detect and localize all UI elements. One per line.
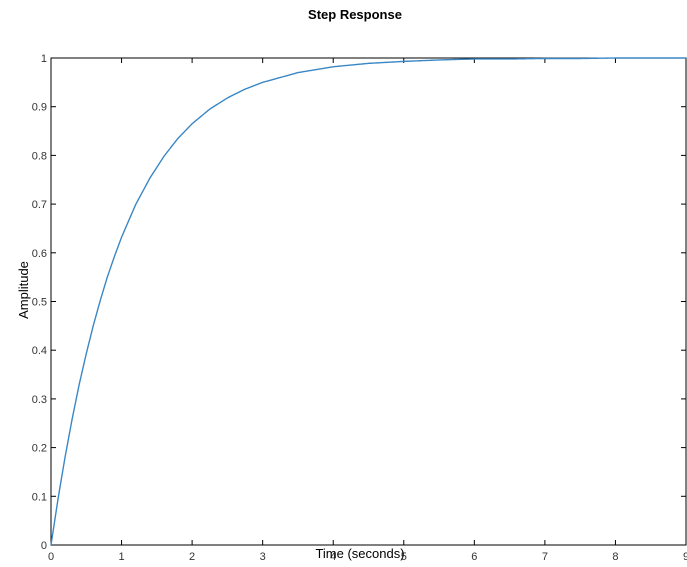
- y-tick-label: 0.3: [32, 394, 47, 406]
- x-tick-label: 3: [260, 551, 266, 563]
- data-point: [262, 82, 263, 83]
- data-point: [474, 58, 475, 59]
- data-point: [114, 256, 115, 257]
- data-point: [685, 57, 686, 58]
- data-point: [544, 58, 545, 59]
- y-tick-label: 0.2: [32, 443, 47, 455]
- x-tick-label: 2: [189, 551, 195, 563]
- data-point: [57, 498, 58, 499]
- response-curve: [50, 57, 686, 546]
- y-axis-label: Amplitude: [16, 261, 31, 319]
- data-point: [93, 325, 94, 326]
- data-point: [50, 544, 51, 545]
- x-tick-label: 1: [118, 551, 124, 563]
- data-point: [209, 109, 210, 110]
- x-tick-label: 4: [330, 551, 336, 563]
- y-tick-label: 0.9: [32, 102, 47, 114]
- data-point: [580, 58, 581, 59]
- data-point: [509, 58, 510, 59]
- x-tick-label: 5: [401, 551, 407, 563]
- data-point: [149, 178, 150, 179]
- data-point: [86, 353, 87, 354]
- y-tick-label: 0.4: [32, 345, 47, 357]
- data-point: [163, 156, 164, 157]
- x-tick-label: 9: [683, 551, 687, 563]
- x-tick-label: 7: [542, 551, 548, 563]
- data-point: [100, 299, 101, 300]
- y-tick-label: 0.6: [32, 248, 47, 260]
- data-point: [333, 66, 334, 67]
- data-point: [72, 418, 73, 419]
- y-tick-label: 0: [41, 540, 47, 552]
- data-point: [368, 63, 369, 64]
- x-tick-label: 6: [471, 551, 477, 563]
- chart-title: Step Response: [308, 7, 402, 22]
- data-point: [297, 72, 298, 73]
- data-point: [438, 59, 439, 60]
- y-tick-label: 1: [41, 53, 47, 65]
- data-point: [403, 61, 404, 62]
- data-point: [65, 456, 66, 457]
- data-point: [177, 138, 178, 139]
- y-tick-label: 0.5: [32, 297, 47, 309]
- x-axis-label: Time (seconds): [315, 546, 404, 561]
- data-point: [79, 384, 80, 385]
- data-point: [615, 57, 616, 58]
- data-point: [244, 89, 245, 90]
- x-tick-label: 0: [48, 551, 54, 563]
- data-point: [227, 97, 228, 98]
- data-point: [107, 276, 108, 277]
- y-axis: 0 0.1 0.2 0.3 0.4 0.5 0.6 0.7 0.8 0.9 1: [32, 53, 686, 552]
- y-tick-label: 0.8: [32, 150, 47, 162]
- plot-area: [50, 57, 687, 546]
- x-tick-label: 8: [612, 551, 618, 563]
- data-point: [135, 204, 136, 205]
- data-point: [650, 57, 651, 58]
- data-point: [121, 237, 122, 238]
- y-tick-label: 0.1: [32, 491, 47, 503]
- y-tick-label: 0.7: [32, 199, 47, 211]
- data-point: [192, 123, 193, 124]
